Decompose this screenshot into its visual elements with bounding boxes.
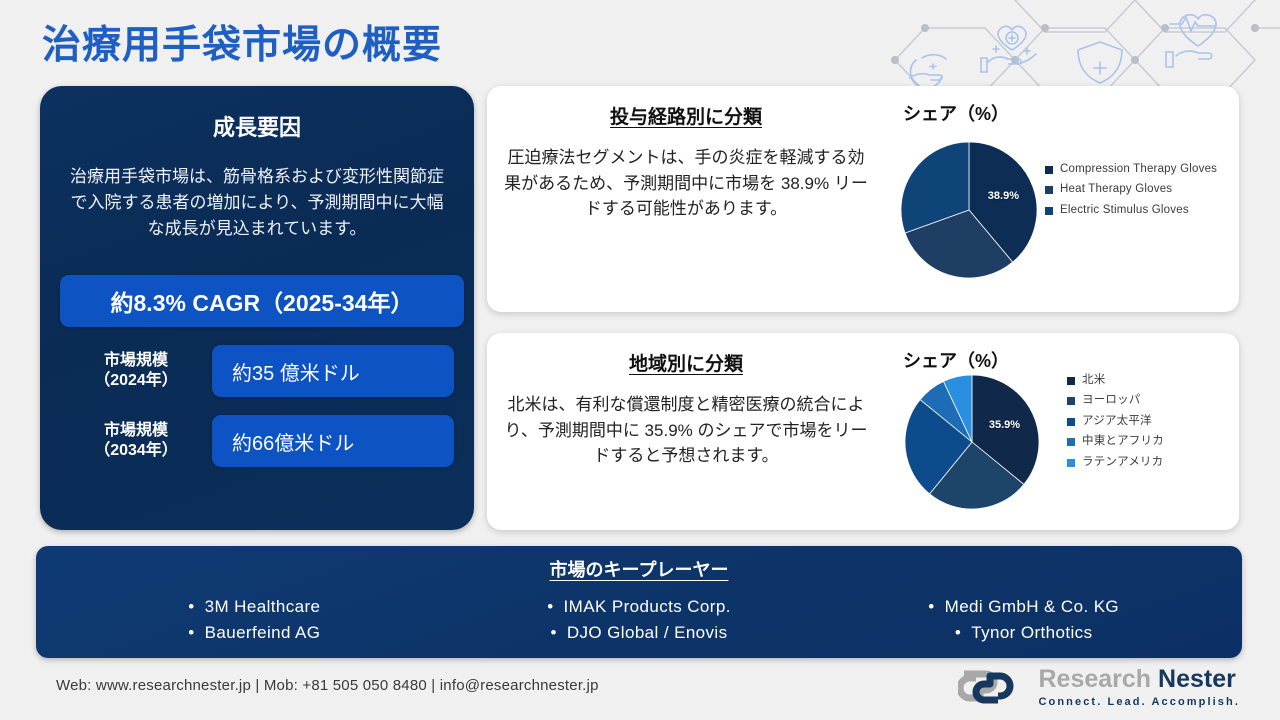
legend-item: Compression Therapy Gloves [1045, 162, 1230, 176]
legend-label: ヨーロッパ [1082, 394, 1141, 407]
key-player-item: • Bauerfeind AG [62, 620, 447, 646]
segment-card-region: 地域別に分類 北米は、有利な償還制度と精密医療の統合により、予測期間中に 35.… [487, 333, 1239, 530]
key-players-column: • 3M Healthcare • Bauerfeind AG [62, 594, 447, 647]
market-size-2034-label-line1: 市場規模 [103, 422, 168, 440]
segment-route-chart-title: シェア（%） [903, 104, 1010, 124]
key-players-heading: 市場のキープレーヤー [549, 560, 729, 580]
key-player-name: 3M Healthcare [204, 597, 321, 616]
bullet-icon: • [550, 623, 557, 643]
pie-slice [942, 374, 973, 443]
bullet-icon: • [954, 623, 962, 643]
segment-route-chart-area: シェア（%） 38.9% Compression Therapy Gloves H… [885, 86, 1239, 312]
key-player-item: • 3M Healthcare [62, 594, 447, 620]
key-player-item: • Medi GmbH & Co. KG [831, 594, 1216, 620]
segment-region-chart-area: シェア（%） 35.9% 北米ヨーロッパアジア太平洋 中東とアフリカ ラテンアメリカ [885, 333, 1239, 530]
market-size-2024-label: 市場規模 （2024年） [60, 351, 212, 391]
pie-slice [904, 209, 1014, 279]
pie-slice [971, 374, 1040, 485]
legend-swatch-icon [1067, 438, 1075, 447]
key-player-name: IMAK Products Corp. [563, 597, 731, 616]
legend-item: Electric Stimulus Gloves [1045, 203, 1230, 217]
legend-label: 中東とアフリカ [1082, 435, 1164, 448]
pie-chart-region: 35.9% [904, 374, 1040, 510]
hexagon-medical-icon-pattern [880, 0, 1280, 92]
market-size-2034-label: 市場規模 （2034年） [60, 421, 212, 461]
pie-slice [900, 141, 970, 234]
pie-region-data-label: 35.9% [988, 418, 1021, 431]
bullet-icon: • [188, 597, 195, 616]
market-size-2024-label-line1: 市場規模 [103, 352, 168, 370]
key-player-item: • DJO Global / Enovis [447, 620, 832, 646]
pie-region-legend: 北米ヨーロッパアジア太平洋 中東とアフリカ ラテンアメリカ [1067, 373, 1217, 475]
legend-label: Electric Stimulus Gloves [1060, 203, 1189, 216]
legend-item: Heat Therapy Gloves [1045, 182, 1230, 196]
segment-region-body: 北米は、有利な償還制度と精密医療の統合により、予測期間中に 35.9% のシェア… [504, 395, 868, 465]
market-size-2024-value: 約35 億米ドル [212, 345, 454, 398]
segment-region-chart-title: シェア（%） [903, 351, 1010, 371]
legend-swatch-icon [1067, 417, 1075, 426]
key-players-panel: 市場のキープレーヤー • 3M Healthcare • Bauerfeind AG •… [36, 546, 1242, 658]
segment-route-heading: 投与経路別に分類 [609, 107, 762, 128]
heartbeat-hand-icon [1165, 13, 1217, 68]
market-size-row-2024: 市場規模 （2024年） 約35 億米ドル [60, 345, 454, 398]
logo-word-research: Research [1038, 664, 1152, 693]
logo-tagline: Connect. Lead. Accomplish. [1038, 695, 1240, 708]
pie-slice [929, 441, 1025, 510]
key-player-name: Tynor Orthotics [971, 623, 1093, 643]
legend-item: 北米 [1067, 373, 1217, 387]
hand-care-icon [909, 53, 947, 89]
market-size-row-2034: 市場規模 （2034年） 約66億米ドル [60, 415, 454, 468]
legend-label: Compression Therapy Gloves [1060, 163, 1218, 175]
key-player-item: • Tynor Orthotics [831, 620, 1216, 646]
bullet-icon: • [547, 597, 554, 616]
growth-drivers-panel: 成長要因 治療用手袋市場は、筋骨格系および変形性関節症で入院する患者の増加により… [40, 86, 474, 530]
segment-region-heading: 地域別に分類 [628, 354, 743, 375]
segment-card-route: 投与経路別に分類 圧迫療法セグメントは、手の炎症を軽減する効果があるため、予測期… [487, 86, 1239, 312]
research-nester-logo: Research Nester Connect. Lead. Accomplis… [957, 664, 1241, 708]
growth-drivers-description: 治療用手袋市場は、筋骨格系および変形性関節症で入院する患者の増加により、予測期間… [70, 167, 444, 238]
key-player-item: • IMAK Products Corp. [447, 594, 832, 620]
market-size-2024-label-line2: （2024年） [94, 372, 178, 390]
page-title: 治療用手袋市場の概要 [42, 24, 443, 67]
legend-item: ラテンアメリカ [1067, 455, 1217, 469]
legend-item: ヨーロッパ [1067, 393, 1217, 407]
legend-label: アジア太平洋 [1082, 414, 1152, 427]
shield-cross-icon [1077, 41, 1123, 84]
pie-slice [904, 399, 973, 495]
market-size-2034-value: 約66億米ドル [212, 415, 454, 468]
pie-chart-route: 38.9% [900, 141, 1038, 279]
legend-swatch-icon [1067, 377, 1075, 385]
legend-label: ラテンアメリカ [1082, 455, 1164, 468]
logo-mark-icon [957, 670, 1013, 704]
footer-contact: Web: www.researchnester.jp | Mob: +81 50… [56, 677, 599, 694]
pie-route-legend: Compression Therapy Gloves Heat Therapy G… [1045, 162, 1230, 223]
key-player-name: Medi GmbH & Co. KG [944, 597, 1120, 616]
legend-item: 中東とアフリカ [1067, 434, 1217, 448]
logo-word-nester: Nester [1158, 664, 1236, 693]
market-size-2034-label-line2: （2034年） [94, 442, 178, 460]
key-players-column: • Medi GmbH & Co. KG • Tynor Orthotics [831, 594, 1216, 647]
key-player-name: Bauerfeind AG [204, 623, 321, 643]
legend-swatch-icon [1045, 206, 1053, 215]
hand-heart-shield-icon [980, 25, 1037, 73]
legend-swatch-icon [1067, 397, 1075, 406]
legend-item: アジア太平洋 [1067, 414, 1217, 428]
legend-label: 北米 [1082, 374, 1106, 386]
segment-route-body: 圧迫療法セグメントは、手の炎症を軽減する効果があるため、予測期間中に市場を 38… [504, 148, 868, 218]
pie-slice [968, 141, 1038, 263]
key-player-name: DJO Global / Enovis [566, 623, 728, 643]
cagr-badge: 約8.3% CAGR（2025-34年） [60, 275, 464, 328]
bullet-icon: • [928, 597, 935, 616]
legend-swatch-icon [1045, 186, 1053, 195]
legend-label: Heat Therapy Gloves [1060, 183, 1173, 196]
legend-swatch-icon [1045, 166, 1053, 174]
growth-drivers-heading: 成長要因 [212, 115, 301, 140]
legend-swatch-icon [1067, 458, 1075, 467]
key-players-column: • IMAK Products Corp. • DJO Global / Enovis [447, 594, 832, 647]
bullet-icon: • [188, 623, 195, 643]
key-players-columns: • 3M Healthcare • Bauerfeind AG • IMAK Produc… [36, 594, 1242, 647]
pie-route-data-label: 38.9% [987, 189, 1019, 202]
